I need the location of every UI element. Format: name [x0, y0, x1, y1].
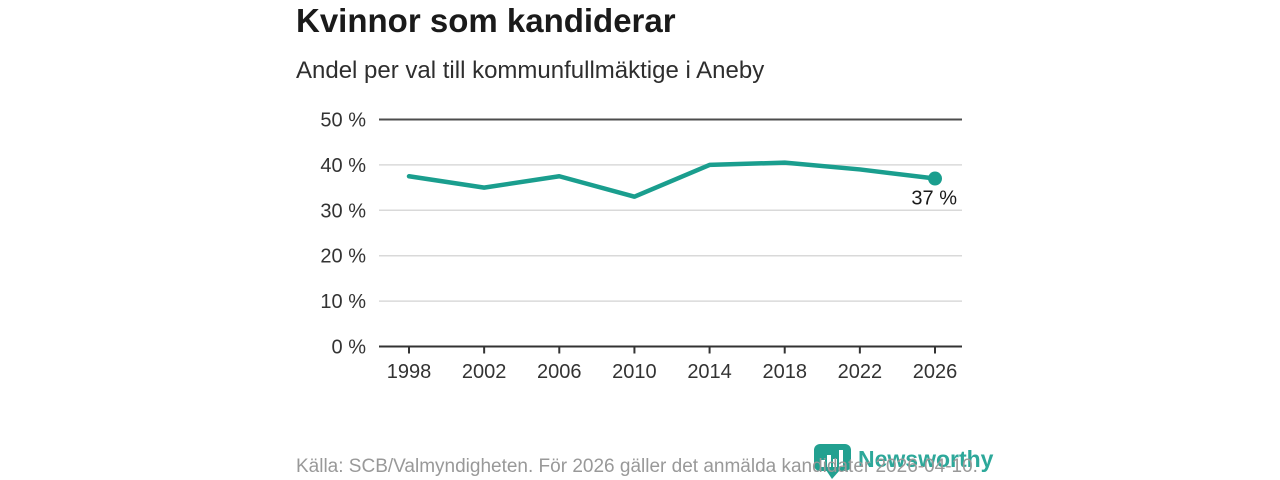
x-axis-tick-label: 2010	[612, 361, 657, 383]
newsworthy-logo	[813, 443, 853, 480]
series-line	[406, 160, 938, 199]
x-axis-tick-label: 1998	[387, 361, 432, 383]
x-axis-tick-label: 2022	[838, 361, 883, 383]
x-axis-tick-label: 2026	[913, 361, 958, 383]
newsworthy-logo-text: Newsworthy	[858, 446, 994, 472]
source-note: Källa: SCB/Valmyndigheten. För 2026 gäll…	[296, 456, 978, 477]
x-axis-tick-label: 2006	[537, 361, 582, 383]
line-chart: 0 % 10 % 20 % 30 % 40 % 50 % 1998 2002 2006 2010 2…	[320, 110, 962, 383]
y-axis-tick-label: 40 %	[320, 155, 366, 177]
chart-title: Kvinnor som kandiderar	[296, 2, 676, 39]
y-axis-tick-label: 30 %	[320, 200, 366, 222]
chart-subtitle: Andel per val till kommunfullmäktige i A…	[296, 57, 765, 84]
y-axis-tick-label: 50 %	[320, 110, 366, 132]
x-axis-tick-label: 2018	[762, 361, 807, 383]
end-point-marker	[928, 171, 942, 186]
x-axis-tick-label: 2002	[462, 361, 507, 383]
y-axis-tick-label: 20 %	[320, 246, 366, 268]
end-point-label: 37 %	[911, 188, 957, 210]
y-axis-tick-label: 0 %	[332, 337, 367, 359]
y-axis-tick-label: 10 %	[320, 291, 366, 313]
x-axis-tick-label: 2014	[687, 361, 732, 383]
newsworthy-logo-icon	[814, 444, 851, 479]
